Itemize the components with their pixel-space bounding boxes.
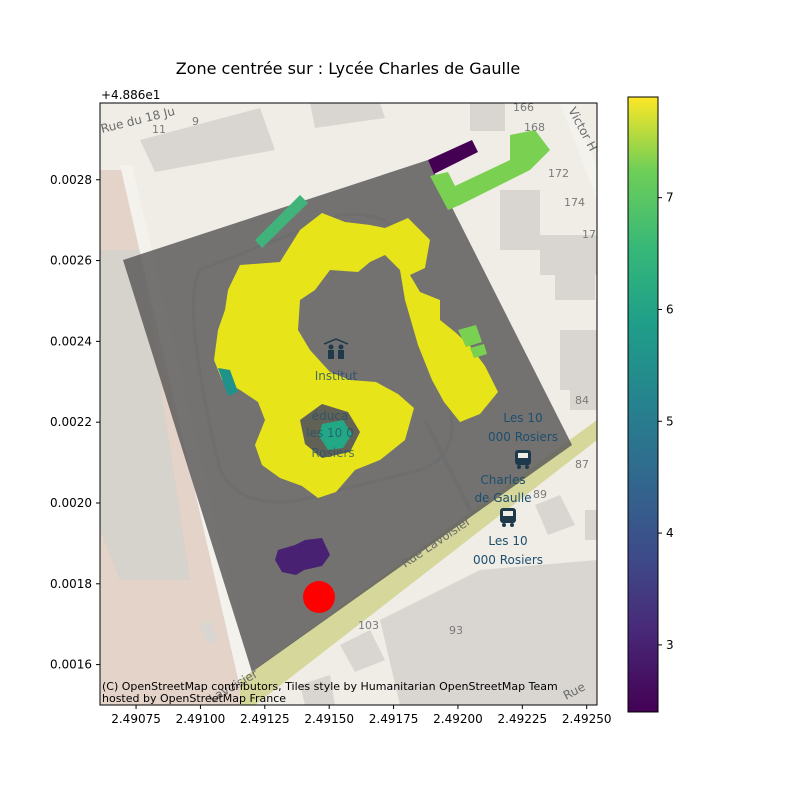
map-title: Zone centrée sur : Lycée Charles de Gaul… <box>176 59 521 78</box>
path-inner <box>423 419 472 511</box>
building-top-4 <box>500 190 540 250</box>
bus-stop-3-name-2: 000 Rosiers <box>473 553 543 567</box>
x-tick-label: 2.49250 <box>562 712 612 726</box>
house-number: 174 <box>564 196 585 209</box>
road-victor-hugo <box>560 103 597 200</box>
building-bottom-3 <box>535 495 575 535</box>
y-offset-label: +4.886e1 <box>101 88 160 102</box>
institut-label-1: Institut <box>315 369 358 383</box>
bus-stop-1-name-1: Les 10 <box>503 411 542 425</box>
location-marker <box>303 581 335 613</box>
colorbar <box>627 96 659 713</box>
y-axis: 0.0016 0.0018 0.0020 0.0022 0.0024 0.0026 0.00… <box>50 173 100 672</box>
x-tick-label: 2.49100 <box>176 712 226 726</box>
house-number: 17 <box>582 228 596 241</box>
bus-stop-2-name-2: de Gaulle <box>474 491 531 505</box>
attribution-line-2: hosted by OpenStreetMap France <box>102 692 286 705</box>
x-tick-label: 2.49200 <box>433 712 483 726</box>
building-bottom-6 <box>300 675 335 705</box>
plot-frame <box>99 102 598 706</box>
house-number: 11 <box>152 123 166 136</box>
colorbar-tick-label: 7 <box>666 191 674 205</box>
purple-hex-pair <box>275 538 330 575</box>
bus-stop-3-name-1: Les 10 <box>488 534 527 548</box>
building-right-2 <box>570 380 597 410</box>
y-tick-label: 0.0018 <box>50 577 92 591</box>
x-axis: 2.49075 2.49100 2.49125 2.49150 2.49175 2.492… <box>111 705 612 726</box>
y-tick-label: 0.0022 <box>50 415 92 429</box>
house-number: 166 <box>513 101 534 114</box>
house-number: 87 <box>575 458 589 471</box>
house-number: 172 <box>548 167 569 180</box>
road-lavoisier <box>240 420 597 705</box>
x-tick-label: 2.49175 <box>369 712 419 726</box>
green-strip-topleft <box>255 195 308 248</box>
y-tick-label: 0.0024 <box>50 334 92 348</box>
map-area: Rue du 18 Ju Victor H Rue Lavoisier Lavo… <box>100 101 597 705</box>
y-tick-label: 0.0026 <box>50 254 92 268</box>
building-top-1 <box>140 108 275 172</box>
attribution-line-1: (C) OpenStreetMap contributors, Tiles st… <box>102 680 558 693</box>
house-number: 89 <box>533 488 547 501</box>
school-icon <box>323 338 349 359</box>
building-bottom-1 <box>380 560 597 705</box>
yellow-small <box>383 434 397 450</box>
purple-strip-top <box>428 140 478 174</box>
building-bottom-2 <box>340 630 385 672</box>
colorbar-tick-label: 4 <box>666 526 674 540</box>
bus-stop-2-name-1: Charles <box>480 473 525 487</box>
bus-icon-2 <box>500 508 516 527</box>
x-tick-label: 2.49150 <box>304 712 354 726</box>
house-number: 9 <box>192 115 199 128</box>
parking-left <box>100 250 190 580</box>
y-tick-label: 0.0016 <box>50 658 92 672</box>
x-tick-label: 2.49125 <box>240 712 290 726</box>
bus-stop-1-name-2: 000 Rosiers <box>488 430 558 444</box>
building-bottom-5 <box>200 620 218 645</box>
institut-label-3: les 10 0 <box>306 426 354 440</box>
colorbar-tick-label: 5 <box>666 414 674 428</box>
green-lshape-topright <box>430 130 550 210</box>
house-number: 93 <box>449 624 463 637</box>
y-tick-label: 0.0028 <box>50 173 92 187</box>
building-top-2 <box>310 103 385 128</box>
house-number: 84 <box>575 394 589 407</box>
yellow-cluster-main <box>214 213 498 498</box>
bus-icon-1 <box>515 450 531 469</box>
x-tick-label: 2.49225 <box>498 712 548 726</box>
green-square-2 <box>470 344 487 358</box>
house-number: 103 <box>358 619 379 632</box>
institut-label-4: Rosiers <box>311 446 354 460</box>
green-square-1 <box>458 325 482 347</box>
colorbar-tick-label: 6 <box>666 302 674 316</box>
y-tick-label: 0.0020 <box>50 496 92 510</box>
institut-label-2: éduca <box>312 409 349 423</box>
building-top-3 <box>470 103 505 131</box>
x-tick-label: 2.49075 <box>111 712 161 726</box>
house-number: 168 <box>524 121 545 134</box>
building-top-6 <box>555 265 595 300</box>
teal-hex-center <box>319 420 352 450</box>
colorbar-tick-label: 3 <box>666 638 674 652</box>
teal-strip-left <box>218 368 238 396</box>
building-bottom-4 <box>585 510 597 540</box>
colorbar-ticks: 3 4 5 6 7 <box>658 191 674 652</box>
